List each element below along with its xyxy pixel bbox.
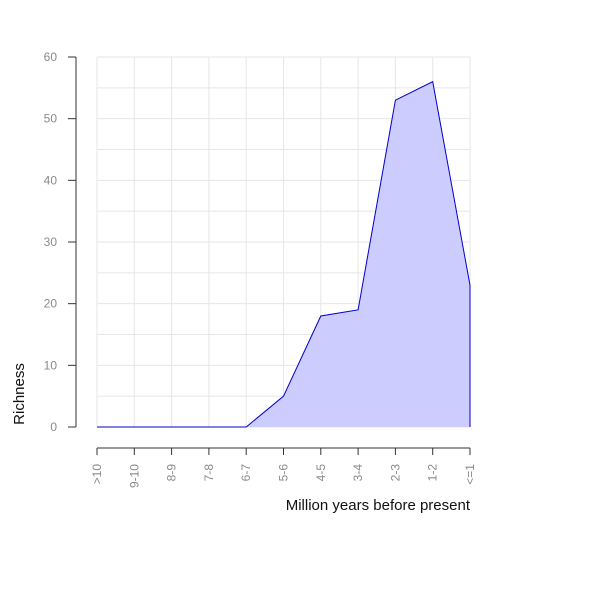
x-tick-label: 2-3 bbox=[388, 464, 402, 482]
x-axis-title: Million years before present bbox=[286, 497, 471, 514]
y-tick-label: 30 bbox=[44, 235, 58, 249]
y-axis-title: Richness bbox=[11, 363, 28, 425]
x-tick-label: 9-10 bbox=[127, 464, 141, 488]
x-tick-label: 3-4 bbox=[351, 464, 365, 482]
x-tick-label: >10 bbox=[90, 464, 104, 485]
data-points bbox=[96, 81, 471, 428]
y-tick-label: 40 bbox=[44, 173, 58, 187]
y-tick-label: 10 bbox=[44, 358, 58, 372]
y-tick-label: 0 bbox=[50, 420, 57, 434]
richness-area bbox=[97, 81, 470, 428]
x-tick-label: <=1 bbox=[463, 464, 477, 485]
x-tick-label: 6-7 bbox=[239, 464, 253, 482]
y-tick-label: 50 bbox=[44, 112, 58, 126]
x-tick-label: 4-5 bbox=[314, 464, 328, 482]
y-axis: 0 10 20 30 40 50 60 bbox=[44, 50, 77, 434]
x-tick-label: 7-8 bbox=[202, 464, 216, 482]
x-tick-label: 8-9 bbox=[165, 464, 179, 482]
x-tick-label: 5-6 bbox=[277, 464, 291, 482]
richness-line bbox=[97, 80, 471, 428]
y-tick-label: 20 bbox=[44, 297, 58, 311]
x-tick-label: 1-2 bbox=[426, 464, 440, 482]
x-axis: >10 9-10 8-9 7-8 6-7 5-6 4-5 3-4 2-3 1-2 <=1 bbox=[90, 447, 477, 488]
y-tick-label: 60 bbox=[44, 50, 58, 64]
